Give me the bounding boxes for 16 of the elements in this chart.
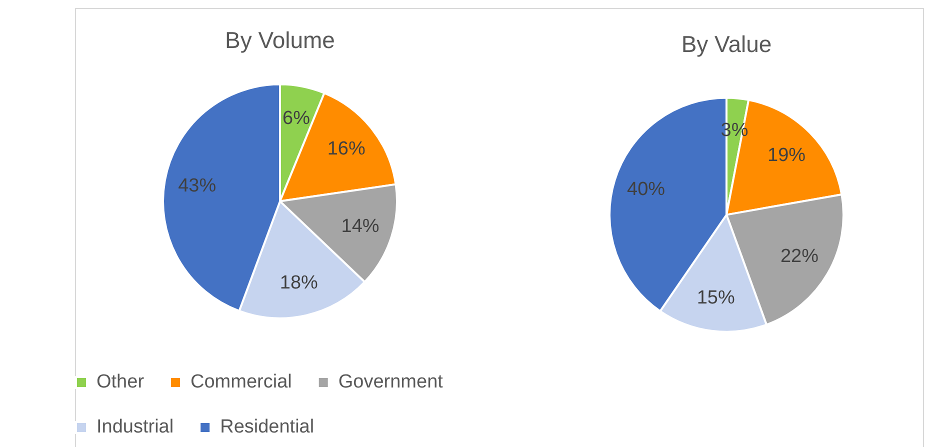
chart-title: By Volume — [225, 27, 335, 54]
data-label: 16% — [327, 138, 366, 160]
legend-label: Residential — [220, 416, 314, 438]
data-label: 40% — [627, 179, 666, 200]
data-label: 19% — [768, 144, 806, 166]
data-label: 15% — [696, 288, 735, 309]
data-label: 43% — [178, 176, 216, 197]
legend-label: Other — [96, 372, 145, 393]
legend-label: Government — [338, 372, 444, 393]
data-label: 6% — [282, 108, 310, 129]
chart-title: By Value — [681, 31, 772, 58]
legend-label: Industrial — [96, 416, 174, 438]
data-label: 22% — [780, 246, 819, 268]
data-label: 18% — [280, 272, 318, 294]
legend-label: Commercial — [190, 372, 292, 393]
data-label: 14% — [341, 216, 380, 238]
